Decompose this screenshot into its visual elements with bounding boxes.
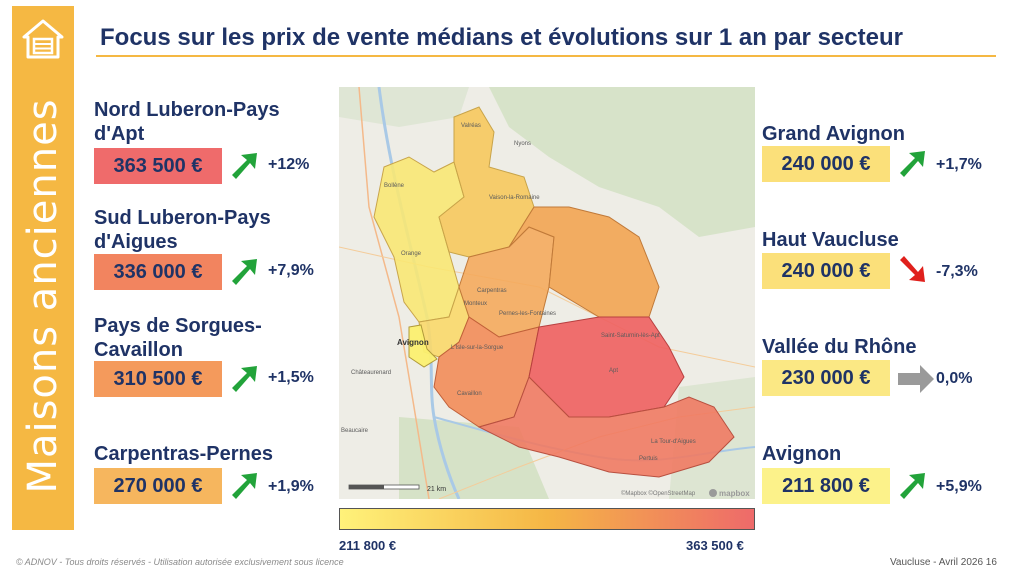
map-label-monteux: Monteux [464, 301, 487, 307]
map-label-apt: Apt [609, 368, 618, 374]
map-label-bollene: Bollène [384, 183, 405, 189]
arrow-up-icon [232, 153, 257, 179]
map-label-la-tour-daigues: La Tour-d'Aigues [651, 439, 696, 445]
sector-name: Vallée du Rhône [762, 336, 917, 358]
arrow-up-icon [232, 473, 257, 499]
price-box: 363 500 € [94, 148, 222, 184]
arrow-up-icon [232, 259, 257, 285]
sector-name: Avignon [762, 443, 842, 465]
price-box: 270 000 € [94, 468, 222, 504]
scale-bar: 21 km [348, 484, 446, 493]
change-percent: 0,0% [936, 370, 973, 387]
arrow-up-icon [900, 473, 925, 499]
arrow-up-icon [232, 366, 257, 392]
price-box: 240 000 € [762, 253, 890, 289]
change-percent: +1,5% [268, 369, 314, 386]
arrow-down-icon [900, 256, 925, 282]
price-box: 310 500 € [94, 361, 222, 397]
change-percent: +12% [268, 156, 310, 173]
price-box: 230 000 € [762, 360, 890, 396]
map-label-carpentras: Carpentras [477, 288, 507, 294]
footer-copyright: © ADNOV - Tous droits réservés - Utilisa… [16, 557, 344, 567]
map-label-beaucaire: Beaucaire [341, 428, 369, 434]
map-label-orange: Orange [401, 251, 422, 257]
page-title: Focus sur les prix de vente médians et é… [100, 24, 903, 51]
map-label-pernes: Pernes-les-Fontaines [499, 311, 556, 317]
change-percent: +1,9% [268, 478, 314, 495]
footer-page-info: Vaucluse - Avril 2026 16 [890, 557, 997, 568]
price-box: 336 000 € [94, 254, 222, 290]
map-label-cavaillon: Cavaillon [457, 391, 482, 397]
title-underline [96, 55, 996, 57]
sidebar: Maisons anciennes [12, 6, 74, 530]
map-label-avignon: Avignon [397, 338, 429, 347]
map[interactable]: Valréas Nyons Vaison-la-Romaine Bollène … [339, 87, 755, 499]
map-label-isle-sur-la-sorgue: L'Isle-sur-la-Sorgue [451, 345, 504, 351]
scale-label: 21 km [427, 486, 446, 493]
sector-name: Haut Vaucluse [762, 229, 899, 251]
arrow-right-icon [898, 365, 934, 393]
map-label-pertuis: Pertuis [639, 456, 658, 462]
house-icon [22, 19, 64, 59]
svg-text:mapbox: mapbox [719, 489, 750, 498]
map-label-valreas: Valréas [461, 123, 481, 129]
sector-name: Carpentras-Pernes [94, 443, 273, 465]
map-label-nyons: Nyons [514, 141, 531, 147]
sector-name: Sud Luberon-Pays d'Aigues [94, 207, 271, 253]
sector-name: Pays de Sorgues-Cavaillon [94, 315, 262, 361]
legend-max-label: 363 500 € [686, 538, 744, 553]
sidebar-title: Maisons anciennes [20, 98, 66, 494]
sector-name: Grand Avignon [762, 123, 905, 145]
map-label-vaison: Vaison-la-Romaine [489, 195, 540, 201]
change-percent: +1,7% [936, 156, 982, 173]
sector-name: Nord Luberon-Pays d'Apt [94, 99, 280, 145]
change-percent: -7,3% [936, 263, 978, 280]
map-label-saint-saturnin: Saint-Saturnin-lès-Apt [601, 333, 660, 339]
change-percent: +7,9% [268, 262, 314, 279]
map-attribution: ©Mapbox ©OpenStreetMap [621, 490, 696, 497]
map-label-chateaurenard: Châteaurenard [351, 370, 391, 376]
change-percent: +5,9% [936, 478, 982, 495]
price-box: 211 800 € [762, 468, 890, 504]
mapbox-logo-icon: mapbox [709, 489, 750, 498]
choropleth-map: Valréas Nyons Vaison-la-Romaine Bollène … [339, 87, 755, 499]
price-box: 240 000 € [762, 146, 890, 182]
arrow-up-icon [900, 151, 925, 177]
legend-min-label: 211 800 € [339, 538, 397, 553]
legend-gradient [339, 508, 755, 530]
